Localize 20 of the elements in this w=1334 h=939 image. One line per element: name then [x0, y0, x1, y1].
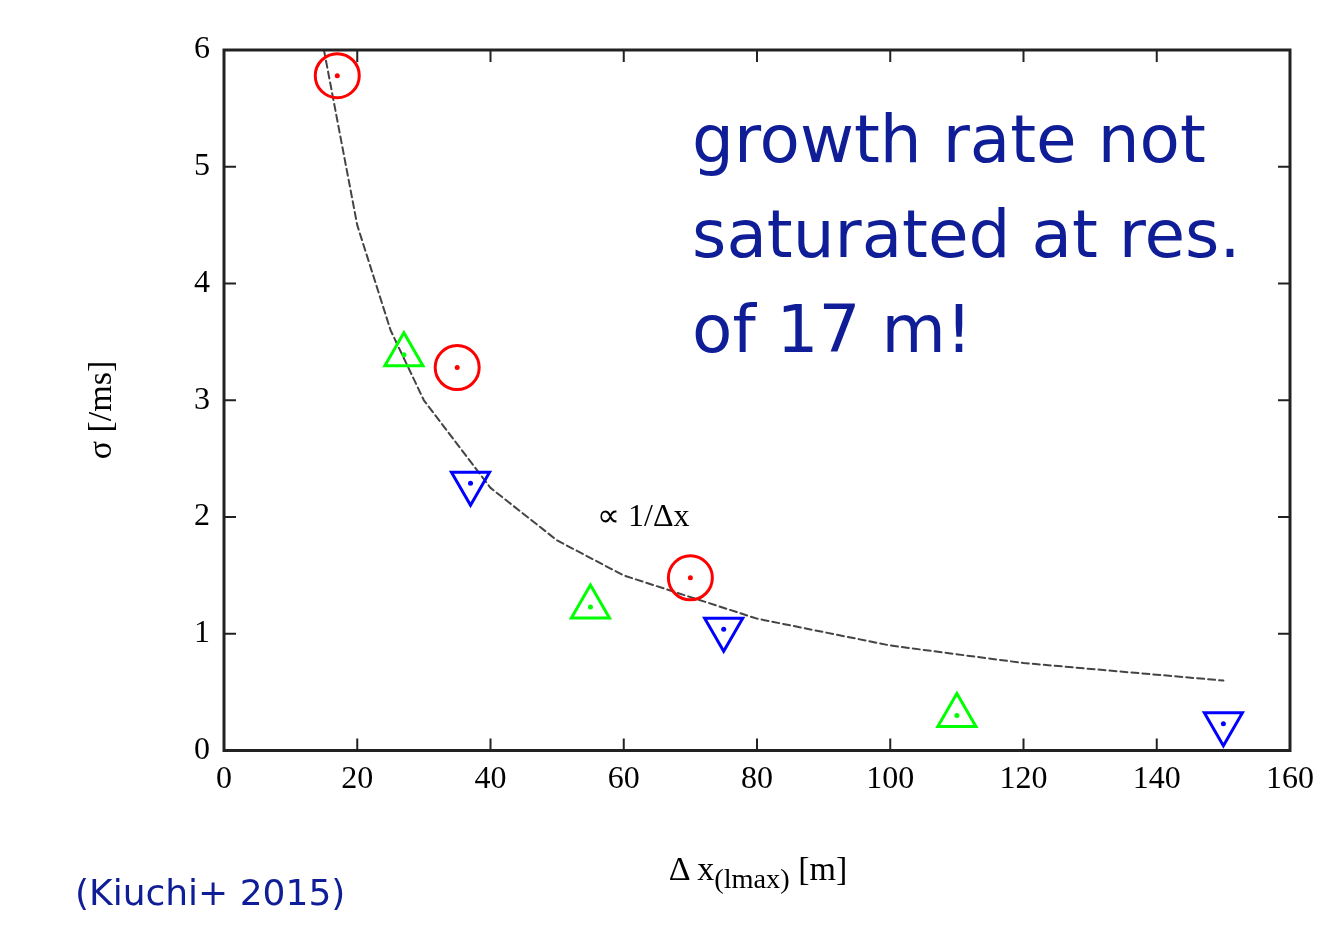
- x-tick-label: 120: [999, 759, 1048, 796]
- y-tick-label: 4: [194, 262, 210, 299]
- annotation: ∝ 1/Δx: [597, 496, 690, 534]
- y-tick-label: 6: [194, 29, 210, 66]
- y-axis-title: σ [/ms]: [81, 360, 119, 460]
- x-tick-label: 20: [341, 759, 374, 796]
- x-tick-label: 60: [607, 759, 640, 796]
- x-tick-label: 40: [474, 759, 507, 796]
- y-tick-label: 0: [194, 730, 210, 767]
- x-tick-label: 100: [866, 759, 915, 796]
- x-tick-label: 80: [741, 759, 773, 796]
- text: (Kiuchi+ 2015): [75, 872, 346, 913]
- y-tick-label: 3: [194, 379, 210, 416]
- annotation: growth rate not saturated at res. of 17 m!: [692, 100, 1242, 370]
- x-axis-title: Δ x$_{(lmax)}$ [m]: [668, 850, 848, 895]
- y-tick-label: 1: [194, 613, 210, 650]
- y-tick-label: 2: [194, 496, 210, 533]
- y-tick-label: 5: [194, 146, 210, 183]
- x-tick-label: 140: [1132, 759, 1181, 796]
- x-tick-label: 160: [1266, 759, 1314, 796]
